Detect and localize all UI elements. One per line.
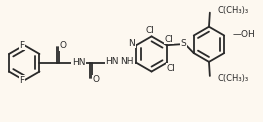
Text: Cl: Cl <box>167 64 176 73</box>
Text: C(CH₃)₃: C(CH₃)₃ <box>218 74 249 83</box>
Text: HN: HN <box>105 57 119 66</box>
Text: N: N <box>129 39 135 48</box>
Text: S: S <box>181 39 186 48</box>
Text: —OH: —OH <box>232 30 255 39</box>
Text: F: F <box>19 41 24 50</box>
Text: HN: HN <box>72 58 85 67</box>
Text: F: F <box>19 76 24 85</box>
Text: Cl: Cl <box>145 26 154 35</box>
Text: O: O <box>92 75 99 84</box>
Text: Cl: Cl <box>164 35 173 44</box>
Text: O: O <box>59 41 66 50</box>
Text: NH: NH <box>120 57 134 66</box>
Text: C(CH₃)₃: C(CH₃)₃ <box>218 5 249 15</box>
